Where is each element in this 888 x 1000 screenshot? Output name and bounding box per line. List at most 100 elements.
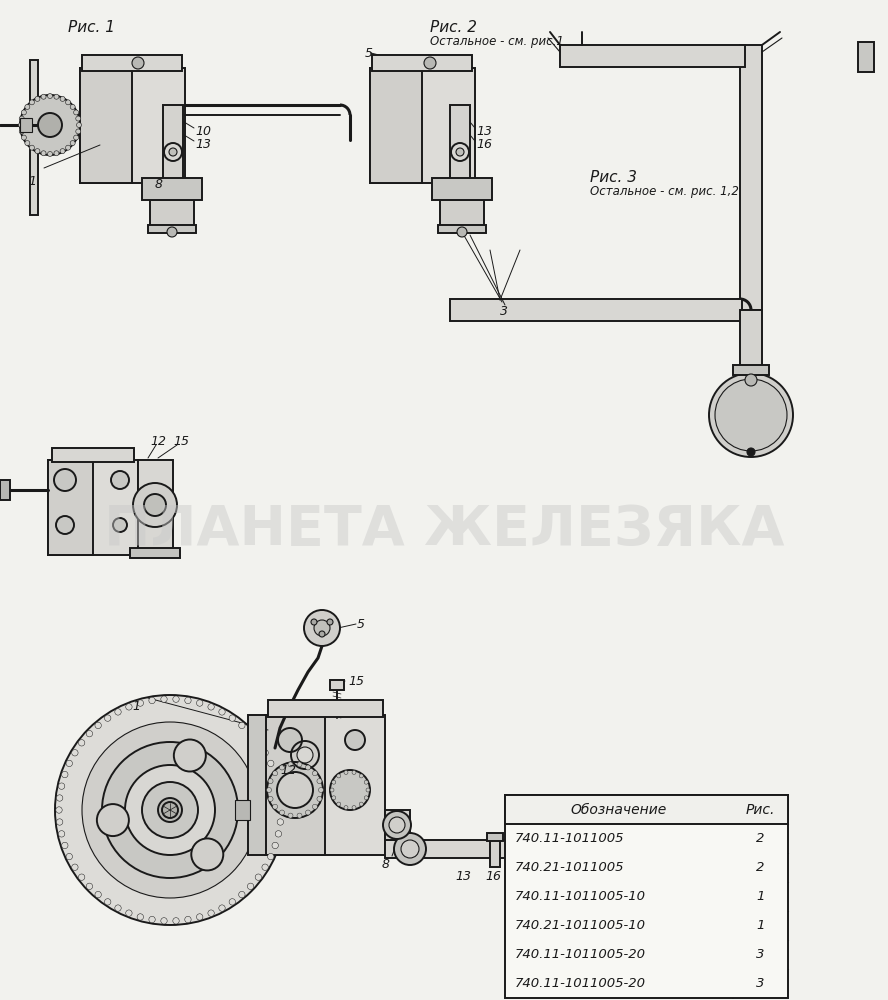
Text: 5: 5 [365,47,373,60]
Circle shape [457,227,467,237]
Circle shape [352,770,356,774]
Bar [733,365,769,375]
Circle shape [60,96,65,101]
Text: 5: 5 [357,618,365,631]
Circle shape [218,905,226,911]
Circle shape [305,765,311,770]
Circle shape [66,760,73,767]
Circle shape [297,813,302,818]
Circle shape [61,842,68,849]
Bar [370,68,422,183]
Circle shape [41,151,46,156]
Circle shape [239,722,245,729]
Circle shape [60,149,65,154]
Circle shape [337,802,341,806]
Circle shape [268,779,274,784]
Circle shape [105,715,111,721]
Circle shape [267,853,274,860]
Circle shape [288,762,293,767]
Text: Остальное - см. рис.1: Остальное - см. рис.1 [430,35,564,48]
Circle shape [47,151,52,156]
Circle shape [275,831,281,837]
Circle shape [347,792,363,808]
Circle shape [149,916,155,923]
Text: 1: 1 [757,890,765,903]
Circle shape [59,783,65,789]
Circle shape [74,135,79,140]
Circle shape [747,448,755,456]
Bar [130,548,180,558]
Circle shape [280,765,284,770]
Circle shape [424,57,436,69]
Text: 3: 3 [500,305,508,318]
Text: 2: 2 [757,832,765,845]
Circle shape [86,883,92,890]
Text: Остальное - см. рис. 1,2: Остальное - см. рис. 1,2 [590,185,739,198]
Circle shape [82,722,258,898]
Circle shape [332,780,336,784]
Circle shape [255,874,262,880]
Bar [248,715,266,855]
Text: 3: 3 [757,948,765,961]
Circle shape [56,807,62,813]
Bar [505,795,788,824]
Circle shape [248,883,254,890]
Circle shape [29,145,35,150]
Circle shape [248,730,254,737]
Text: 12: 12 [280,764,296,777]
Bar [48,460,138,555]
Text: 8: 8 [382,858,390,871]
Circle shape [229,715,235,721]
Circle shape [389,817,405,833]
Circle shape [268,796,274,801]
Circle shape [113,518,127,532]
Text: 740.21-1011005-10: 740.21-1011005-10 [515,919,646,932]
Circle shape [275,783,281,789]
Circle shape [97,804,129,836]
Circle shape [317,796,322,801]
Circle shape [311,619,317,625]
Text: ПЛАНЕТА ЖЕЛЕЗЯКА: ПЛАНЕТА ЖЕЛЕЗЯКА [104,503,784,557]
Circle shape [78,740,85,746]
Circle shape [20,129,24,134]
Text: Рис. 3: Рис. 3 [590,170,637,185]
Bar [0,480,10,500]
Circle shape [72,750,78,756]
Text: Рис.: Рис. [746,802,775,816]
Circle shape [229,899,235,905]
Bar [265,715,385,855]
Circle shape [267,760,274,767]
Circle shape [173,918,179,924]
Circle shape [105,899,111,905]
Bar [450,299,742,321]
Circle shape [344,770,348,774]
Circle shape [61,771,68,778]
Circle shape [57,819,63,825]
Text: 2: 2 [757,861,765,874]
Text: 1: 1 [757,919,765,932]
Circle shape [330,788,334,792]
Bar [372,55,472,71]
Circle shape [35,149,40,154]
Circle shape [297,762,302,767]
Circle shape [75,129,81,134]
Text: 10: 10 [195,125,211,138]
Bar [487,833,503,841]
Circle shape [319,788,323,792]
Bar [560,45,745,67]
Circle shape [239,891,245,898]
Circle shape [297,747,313,763]
Circle shape [317,779,322,784]
Circle shape [255,740,262,746]
Circle shape [102,742,238,878]
Bar [142,178,202,200]
Circle shape [278,807,284,813]
Text: 16: 16 [485,870,501,883]
Circle shape [282,792,298,808]
Circle shape [337,774,341,778]
Text: Рис. 2: Рис. 2 [430,20,477,35]
Text: Рис. 1: Рис. 1 [68,20,115,35]
Circle shape [78,874,85,880]
Circle shape [266,788,272,792]
Text: Обозначение: Обозначение [571,802,667,816]
